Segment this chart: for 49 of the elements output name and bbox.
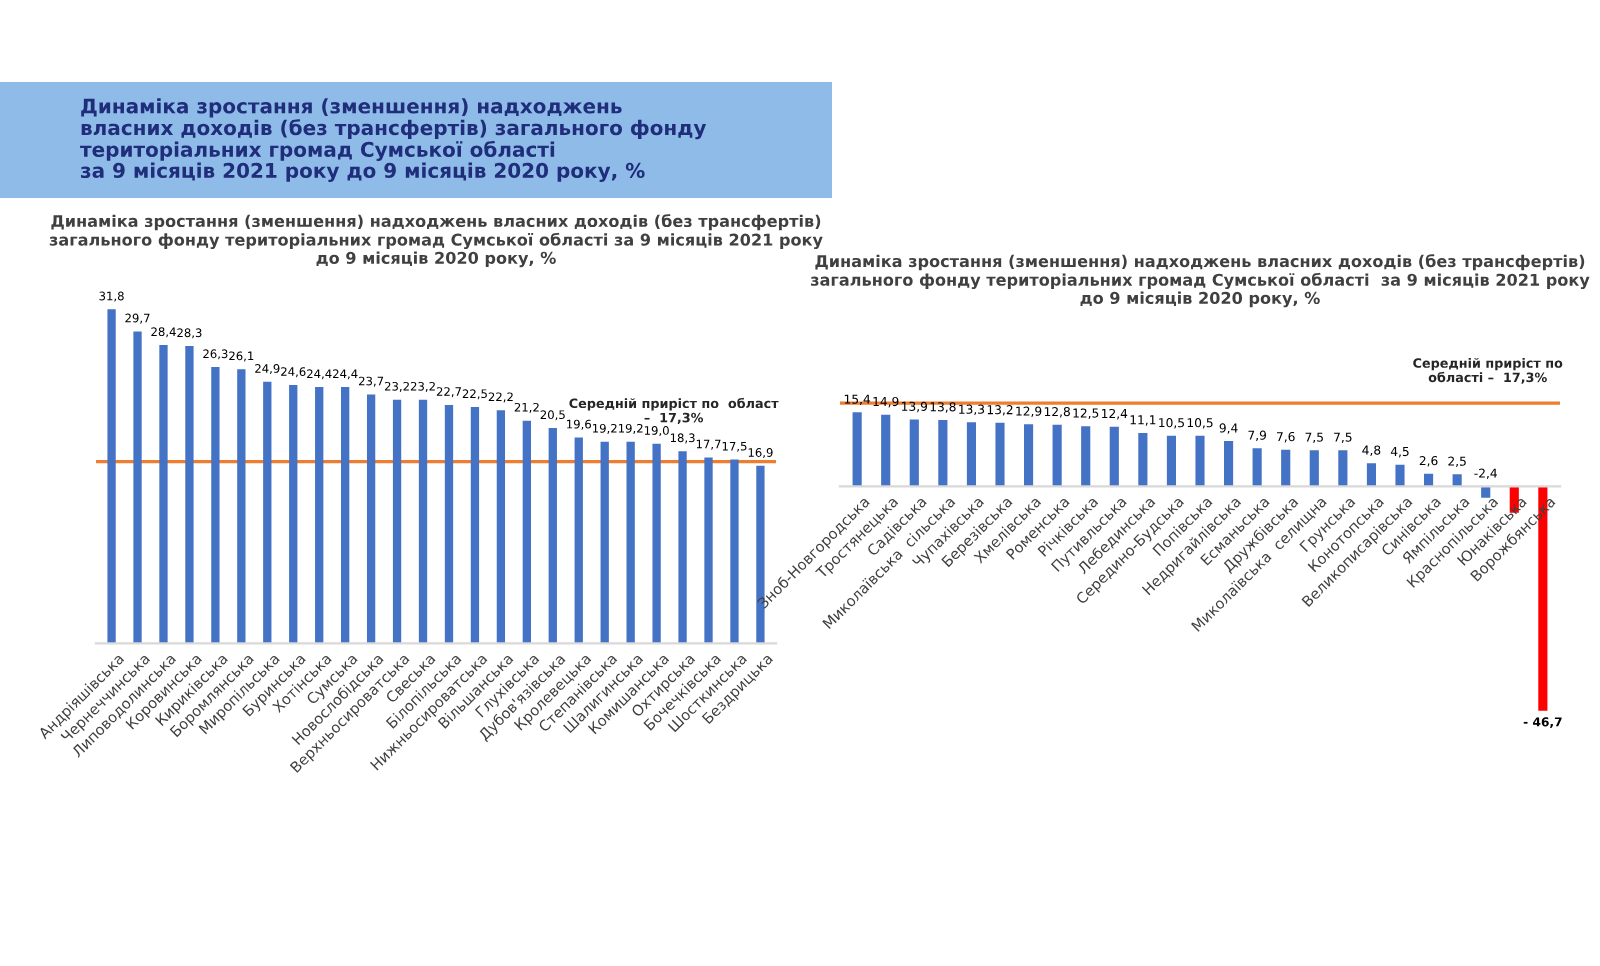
bar: [626, 441, 635, 644]
bar: [185, 346, 194, 644]
bar: [1252, 448, 1262, 487]
bar: [1052, 424, 1062, 487]
text: Динаміка зростання (зменшення) надходжень власних доходів (без трансфертів) загального фонду територіальних громад Сумської області за 9 місяців 2021 року до 9 місяців 2020 року, %: [80, 98, 707, 183]
bar: [133, 331, 142, 644]
bar: [995, 422, 1005, 487]
bar: [1166, 435, 1176, 487]
bar: [600, 441, 609, 644]
bar: [1195, 435, 1205, 487]
bar: [211, 367, 220, 644]
bar: [1109, 426, 1119, 487]
bar: [1024, 424, 1034, 487]
bar: [1481, 486, 1491, 498]
bar: [1452, 474, 1462, 487]
bar: [418, 399, 428, 644]
bar: [1366, 463, 1376, 487]
bar: [444, 404, 454, 644]
bar: [263, 381, 272, 644]
bar: [315, 387, 324, 644]
bar: [1309, 450, 1319, 487]
bar: [881, 414, 891, 487]
bar: [548, 428, 557, 644]
bar: [366, 394, 376, 644]
bar: [852, 412, 862, 487]
bar: [392, 399, 402, 644]
bar: [678, 451, 687, 644]
bar: [909, 419, 919, 487]
bar: [341, 387, 350, 644]
bar: [522, 420, 531, 644]
bar: [470, 407, 480, 644]
bar: [1224, 441, 1234, 487]
bar: [159, 345, 168, 644]
bar: [1138, 432, 1148, 487]
bar: [1281, 449, 1291, 487]
bar: [1395, 464, 1405, 487]
bar: [574, 437, 583, 644]
bar: [966, 422, 976, 487]
bar: [652, 443, 661, 644]
bar: [237, 369, 246, 644]
bar: [496, 410, 506, 644]
bar: [107, 309, 116, 644]
bar: [1081, 426, 1091, 487]
bar: [704, 457, 713, 644]
bar: [1338, 450, 1348, 487]
bar: [289, 384, 298, 644]
bar: [730, 459, 739, 644]
chart-title: Динаміка зростання (зменшення) надходжень власних доходів (без трансфертів) загального фонду територіальних громад Сумської області за 9 місяців 2021 року до 9 місяців 2020 року, %: [810, 254, 1590, 308]
bar: [938, 419, 948, 487]
